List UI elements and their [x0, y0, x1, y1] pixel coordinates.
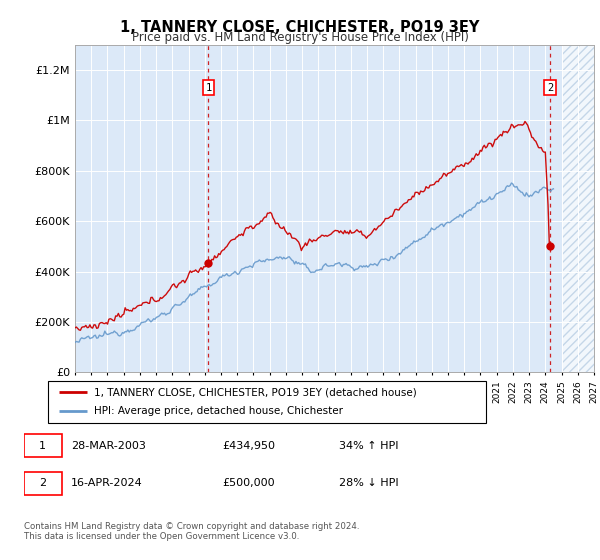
Text: Contains HM Land Registry data © Crown copyright and database right 2024.
This d: Contains HM Land Registry data © Crown c… [24, 522, 359, 542]
Text: £500,000: £500,000 [223, 478, 275, 488]
Text: 1, TANNERY CLOSE, CHICHESTER, PO19 3EY: 1, TANNERY CLOSE, CHICHESTER, PO19 3EY [121, 20, 479, 35]
Text: 28-MAR-2003: 28-MAR-2003 [71, 441, 146, 451]
Text: 28% ↓ HPI: 28% ↓ HPI [338, 478, 398, 488]
Text: 1, TANNERY CLOSE, CHICHESTER, PO19 3EY (detached house): 1, TANNERY CLOSE, CHICHESTER, PO19 3EY (… [94, 387, 417, 397]
FancyBboxPatch shape [24, 434, 62, 457]
Text: 1: 1 [205, 83, 212, 92]
Text: 2: 2 [39, 478, 46, 488]
Text: Price paid vs. HM Land Registry's House Price Index (HPI): Price paid vs. HM Land Registry's House … [131, 31, 469, 44]
FancyBboxPatch shape [24, 472, 62, 495]
Text: 2: 2 [547, 83, 553, 92]
Text: 1: 1 [39, 441, 46, 451]
FancyBboxPatch shape [48, 381, 486, 423]
Text: 34% ↑ HPI: 34% ↑ HPI [338, 441, 398, 451]
Text: £434,950: £434,950 [223, 441, 276, 451]
Text: 16-APR-2024: 16-APR-2024 [71, 478, 143, 488]
Text: HPI: Average price, detached house, Chichester: HPI: Average price, detached house, Chic… [94, 407, 343, 417]
